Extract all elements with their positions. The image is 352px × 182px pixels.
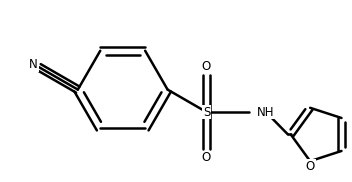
Text: N: N: [29, 58, 38, 71]
Text: O: O: [306, 160, 315, 173]
Text: O: O: [202, 60, 211, 73]
Text: S: S: [203, 106, 210, 118]
Text: O: O: [202, 151, 211, 165]
Text: NH: NH: [257, 106, 274, 118]
